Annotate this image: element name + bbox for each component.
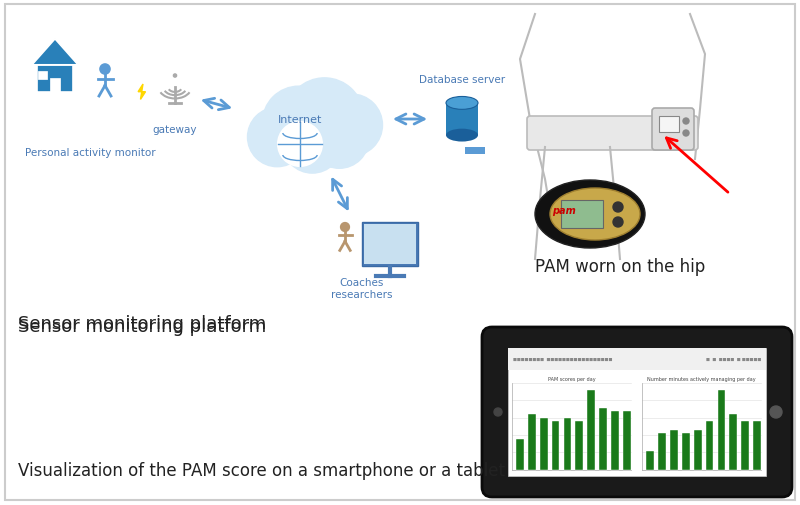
FancyBboxPatch shape [694,430,702,470]
FancyBboxPatch shape [38,72,47,79]
Circle shape [100,65,110,75]
FancyBboxPatch shape [50,79,60,93]
Ellipse shape [550,189,640,240]
Circle shape [320,95,382,157]
FancyBboxPatch shape [575,421,583,470]
FancyBboxPatch shape [528,415,536,470]
Text: Sensor monitoring platform: Sensor monitoring platform [18,315,266,332]
Circle shape [282,115,342,174]
Text: PAM worn on the hip: PAM worn on the hip [535,258,705,275]
Circle shape [310,110,369,169]
FancyBboxPatch shape [564,418,571,470]
FancyBboxPatch shape [742,421,749,470]
FancyBboxPatch shape [362,223,418,267]
Text: Coaches
researchers: Coaches researchers [331,277,393,299]
FancyBboxPatch shape [527,117,698,150]
Text: gateway: gateway [153,125,198,135]
Circle shape [613,203,623,213]
FancyBboxPatch shape [652,109,694,150]
Circle shape [262,87,335,160]
Circle shape [683,119,689,125]
FancyBboxPatch shape [552,421,559,470]
Circle shape [341,223,350,232]
Ellipse shape [535,181,645,248]
Text: Personal activity monitor: Personal activity monitor [25,147,155,158]
FancyBboxPatch shape [508,348,766,370]
Text: Visualization of the PAM score on a smartphone or a tablet: Visualization of the PAM score on a smar… [18,461,505,479]
Circle shape [770,406,782,418]
Text: Database server: Database server [419,75,505,85]
Circle shape [286,79,363,157]
Circle shape [247,108,307,167]
FancyBboxPatch shape [706,421,714,470]
Polygon shape [138,85,146,100]
Text: Number minutes actively managing per day: Number minutes actively managing per day [647,376,756,381]
FancyBboxPatch shape [730,415,737,470]
Text: ■  ■  ■■■■  ■ ■■■■■: ■ ■ ■■■■ ■ ■■■■■ [706,358,761,362]
Text: PAM scores per day: PAM scores per day [547,376,595,381]
FancyBboxPatch shape [599,409,607,470]
FancyBboxPatch shape [611,412,619,470]
Text: Sensor monitoring platform: Sensor monitoring platform [18,317,266,335]
FancyBboxPatch shape [364,225,416,265]
Text: Internet: Internet [278,115,322,125]
FancyBboxPatch shape [482,327,792,497]
FancyBboxPatch shape [753,421,761,470]
FancyBboxPatch shape [718,390,726,470]
Circle shape [494,408,502,416]
Ellipse shape [446,97,478,110]
FancyBboxPatch shape [465,147,485,155]
FancyBboxPatch shape [682,433,690,470]
Text: pam: pam [552,206,576,216]
Text: ■■■■■■■■  ■■■■■■■■■■■■■■■■■: ■■■■■■■■ ■■■■■■■■■■■■■■■■■ [513,358,612,362]
Polygon shape [32,40,78,66]
FancyBboxPatch shape [659,117,679,133]
Ellipse shape [446,129,478,142]
FancyBboxPatch shape [446,104,478,136]
Circle shape [278,123,322,167]
FancyBboxPatch shape [587,390,595,470]
FancyBboxPatch shape [38,66,73,93]
FancyBboxPatch shape [658,433,666,470]
Circle shape [613,218,623,228]
FancyBboxPatch shape [508,348,766,476]
FancyBboxPatch shape [646,451,654,470]
FancyBboxPatch shape [540,418,548,470]
Circle shape [174,75,177,78]
FancyBboxPatch shape [561,200,603,229]
FancyBboxPatch shape [516,439,524,470]
Circle shape [683,131,689,137]
FancyBboxPatch shape [670,430,678,470]
FancyBboxPatch shape [623,412,630,470]
